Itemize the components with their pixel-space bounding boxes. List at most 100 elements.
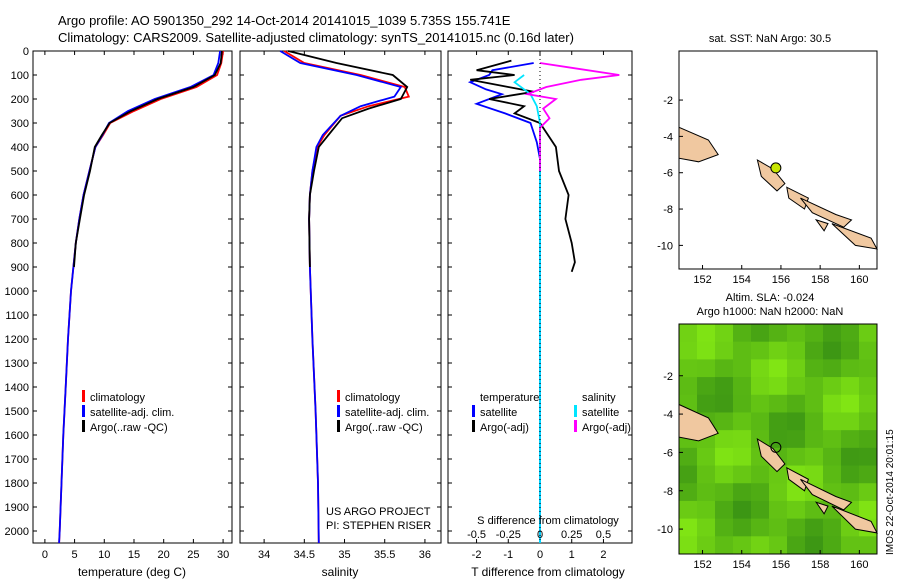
x-tick-label: 35 bbox=[338, 549, 350, 561]
map-x-tick-label: 156 bbox=[772, 559, 790, 571]
map-y-tick-label: -10 bbox=[657, 240, 673, 252]
sla-cell bbox=[733, 430, 752, 449]
depth-tick-label: 1300 bbox=[5, 358, 29, 370]
top-tick-label: -0.25 bbox=[496, 529, 521, 541]
sla-cell bbox=[733, 377, 752, 396]
legend-label-t-satellite: satellite bbox=[480, 407, 517, 419]
sla-cell bbox=[805, 536, 824, 555]
x-tick-label: 0 bbox=[537, 549, 543, 561]
sla-cell bbox=[787, 430, 806, 449]
depth-tick-label: 1000 bbox=[5, 286, 29, 298]
x-tick-label: 20 bbox=[158, 549, 170, 561]
sla-cell bbox=[697, 341, 716, 360]
top-tick-label: 0.5 bbox=[596, 529, 611, 541]
legend-label-argo: Argo(..raw -QC) bbox=[345, 422, 423, 434]
sla-cell bbox=[679, 536, 698, 555]
x-tick-label: 34 bbox=[258, 549, 270, 561]
argo-position-marker bbox=[770, 441, 782, 453]
landmass bbox=[800, 197, 853, 228]
legend-swatch-argo bbox=[82, 420, 85, 432]
sla-cell bbox=[679, 341, 698, 360]
sla-cell bbox=[787, 412, 806, 431]
salinity-legend: climatology satellite-adj. clim. Argo(..… bbox=[337, 390, 429, 434]
sla-cell bbox=[715, 412, 734, 431]
map-x-tick-label: 152 bbox=[693, 559, 711, 571]
depth-axis: 0 100 200 300 400 500 600 700 800 900 1000 1100 1200… bbox=[5, 46, 29, 538]
map-y-tick-label: -2 bbox=[663, 95, 673, 107]
sla-cell bbox=[769, 412, 788, 431]
sla-cell bbox=[787, 447, 806, 467]
sla-cell bbox=[697, 359, 716, 378]
sla-cell bbox=[697, 500, 716, 520]
sla-cell bbox=[859, 447, 878, 467]
sla-cell bbox=[733, 359, 752, 378]
sla-cell bbox=[859, 500, 878, 520]
sla-cell bbox=[751, 536, 770, 555]
difference-legend: temperature salinity satellite Argo(-adj… bbox=[472, 392, 631, 434]
sla-cell bbox=[715, 430, 734, 449]
sla-cell bbox=[841, 394, 860, 413]
sla-cell bbox=[715, 359, 734, 378]
sla-map bbox=[678, 323, 878, 555]
salinity-axis-label: salinity bbox=[322, 565, 359, 579]
sla-cell bbox=[841, 483, 860, 502]
series-line-temperature-argo--adj- bbox=[470, 59, 576, 273]
sla-cell bbox=[715, 324, 734, 343]
landmass bbox=[814, 501, 829, 515]
legend-label-climatology: climatology bbox=[90, 392, 146, 404]
sst-map-coastline bbox=[678, 126, 878, 250]
series-line-temperature-satellite bbox=[467, 62, 541, 543]
sla-cell bbox=[697, 536, 716, 555]
sla-map-title-1: Altim. SLA: -0.024 bbox=[726, 292, 815, 304]
map-x-tick-label: 160 bbox=[850, 559, 868, 571]
sla-cell bbox=[859, 430, 878, 449]
sla-cell bbox=[841, 536, 860, 555]
legend-label-satellite: satellite-adj. clim. bbox=[345, 407, 429, 419]
series-line-climatology bbox=[58, 50, 224, 544]
map-y-tick-label: -10 bbox=[657, 524, 673, 536]
sla-cell bbox=[697, 394, 716, 413]
landmass bbox=[786, 466, 810, 492]
x-tick-label: 2 bbox=[600, 549, 606, 561]
legend-swatch-climatology bbox=[82, 390, 85, 402]
sla-cell bbox=[697, 518, 716, 537]
temperature-x-ticks: 0 5 10 15 20 25 30 bbox=[42, 549, 229, 561]
sla-cell bbox=[679, 500, 698, 520]
sla-cell bbox=[859, 483, 878, 502]
legend-swatch-climatology bbox=[337, 390, 340, 402]
temperature-panel bbox=[32, 50, 233, 544]
sla-cell bbox=[679, 324, 698, 343]
sla-cell bbox=[715, 500, 734, 520]
legend-label-climatology: climatology bbox=[345, 392, 401, 404]
sla-cell bbox=[769, 483, 788, 502]
top-tick-label: 0.25 bbox=[561, 529, 582, 541]
sla-cell bbox=[805, 377, 824, 396]
sla-cell bbox=[805, 518, 824, 537]
depth-tick-label: 300 bbox=[11, 118, 29, 130]
depth-tick-label: 1100 bbox=[5, 310, 29, 322]
legend-label-t-argo: Argo(-adj) bbox=[480, 422, 529, 434]
sla-cell bbox=[859, 412, 878, 431]
sla-cell bbox=[715, 341, 734, 360]
sla-cell bbox=[805, 412, 824, 431]
sla-cell bbox=[679, 377, 698, 396]
sla-cell bbox=[697, 447, 716, 467]
legend-swatch-s-argo bbox=[574, 420, 577, 432]
series-line-argo---raw--qc- bbox=[287, 50, 409, 268]
depth-tick-label: 900 bbox=[11, 262, 29, 274]
legend-swatch-argo bbox=[337, 420, 340, 432]
map-x-tick-label: 154 bbox=[733, 559, 751, 571]
map-y-tick-label: -6 bbox=[663, 447, 673, 459]
sla-cell bbox=[733, 465, 752, 484]
legend-label-s-satellite: satellite bbox=[582, 407, 619, 419]
series-line-climatology bbox=[283, 50, 411, 544]
sla-cell bbox=[751, 394, 770, 413]
difference-top-ticks: -0.5 -0.25 0 0.25 0.5 bbox=[467, 529, 611, 541]
legend-swatch-t-satellite bbox=[472, 405, 475, 417]
x-tick-label: -1 bbox=[503, 549, 513, 561]
x-tick-label: 15 bbox=[128, 549, 140, 561]
sla-cell bbox=[733, 412, 752, 431]
depth-tick-label: 1700 bbox=[5, 454, 29, 466]
sla-cell bbox=[697, 377, 716, 396]
